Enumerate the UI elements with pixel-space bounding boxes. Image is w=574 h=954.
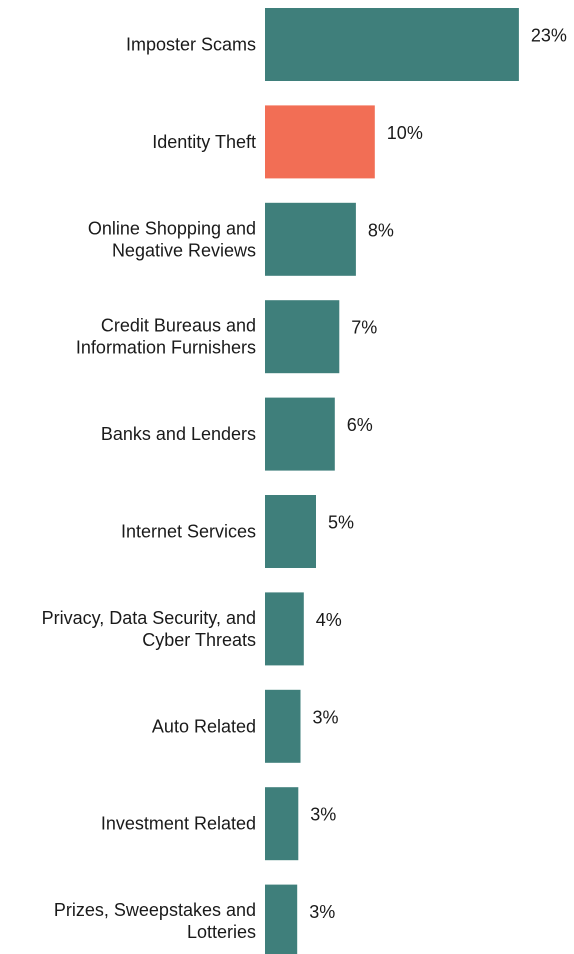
- bar-9: [265, 884, 298, 954]
- category-label-6: Privacy, Data Security, and Cyber Threats: [42, 608, 256, 650]
- category-label-5: Internet Services: [121, 522, 256, 542]
- value-label-6: 4%: [316, 610, 342, 630]
- value-label-1: 10%: [387, 123, 423, 143]
- value-label-5: 5%: [328, 513, 354, 533]
- category-label-9: Prizes, Sweepstakes and Lotteries: [54, 900, 256, 942]
- category-label-8: Investment Related: [101, 814, 256, 834]
- bar-8: [265, 787, 299, 861]
- bar-5: [265, 495, 316, 568]
- category-label-0: Imposter Scams: [126, 35, 256, 55]
- category-label-7: Auto Related: [152, 716, 256, 736]
- bar-1: [265, 105, 375, 179]
- value-label-3: 7%: [351, 318, 377, 338]
- value-label-2: 8%: [368, 220, 394, 240]
- bar-0: [265, 8, 519, 81]
- category-label-3: Credit Bureaus and Information Furnishers: [76, 316, 256, 358]
- bar-7: [265, 689, 301, 763]
- value-label-4: 6%: [347, 415, 373, 435]
- value-label-8: 3%: [310, 805, 336, 825]
- bar-6: [265, 592, 304, 666]
- category-label-1: Identity Theft: [152, 132, 256, 152]
- value-label-7: 3%: [313, 707, 339, 727]
- bar-2: [265, 202, 356, 276]
- bar-3: [265, 300, 340, 374]
- value-label-0: 23%: [531, 26, 567, 46]
- category-label-2: Online Shopping and Negative Reviews: [88, 218, 256, 260]
- category-label-4: Banks and Lenders: [101, 424, 256, 444]
- bar-4: [265, 397, 335, 471]
- value-label-9: 3%: [309, 902, 335, 922]
